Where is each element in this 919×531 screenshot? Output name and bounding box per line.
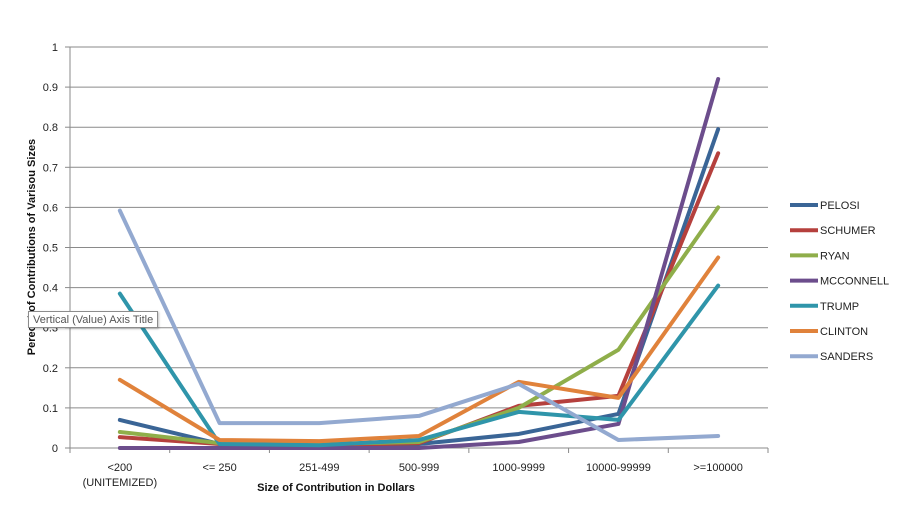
x-tick-label: >=100000: [693, 462, 743, 474]
legend-item-clinton[interactable]: CLINTON: [790, 326, 868, 338]
legend-item-pelosi[interactable]: PELOSI: [790, 200, 860, 212]
x-tick-label: 251-499: [299, 462, 339, 474]
legend-label: TRUMP: [820, 301, 859, 313]
series-line-clinton[interactable]: [117, 255, 721, 444]
legend-item-schumer[interactable]: SCHUMER: [790, 225, 876, 237]
y-tick-label: 0.4: [43, 283, 58, 295]
x-tick-label: <= 250: [202, 462, 236, 474]
series-lines: [117, 77, 721, 450]
x-tick-label: 1000-9999: [492, 462, 545, 474]
legend-label: SCHUMER: [820, 225, 876, 237]
x-tick-label: <200 (UNITEMIZED): [83, 462, 158, 489]
y-tick-label: 0: [52, 443, 58, 455]
x-axis-title[interactable]: Size of Contribution in Dollars: [257, 482, 415, 494]
y-tick-label: 0.1: [43, 403, 58, 415]
y-tick-label: 0.6: [43, 202, 58, 214]
series-line-mcconnell[interactable]: [117, 77, 721, 450]
legend-label: CLINTON: [820, 326, 868, 338]
legend-label: PELOSI: [820, 200, 860, 212]
axis-title-tooltip: Vertical (Value) Axis Title: [28, 311, 159, 328]
x-tick-label: 500-999: [399, 462, 439, 474]
y-tick-label: 0.9: [43, 82, 58, 94]
legend-item-trump[interactable]: TRUMP: [790, 301, 859, 313]
y-tick-label: 1: [52, 42, 58, 54]
y-tick-label: 0.7: [43, 162, 58, 174]
legend-label: SANDERS: [820, 351, 873, 363]
legend-label: MCCONNELL: [820, 276, 889, 288]
legend-item-ryan[interactable]: RYAN: [790, 250, 850, 262]
y-tick-label: 0.8: [43, 122, 58, 134]
legend-item-mcconnell[interactable]: MCCONNELL: [790, 276, 889, 288]
series-line-trump[interactable]: [117, 283, 721, 448]
legend[interactable]: PELOSI SCHUMER RYAN MCCONNELL TRUMP CLINTON SA…: [790, 200, 889, 363]
y-tick-label: 0.5: [43, 243, 58, 255]
legend-item-sanders[interactable]: SANDERS: [790, 351, 873, 363]
x-tick-label: 10000-99999: [586, 462, 651, 474]
y-axis-title[interactable]: Perecnt of Contributions of Varisou Size…: [26, 139, 38, 355]
legend-label: RYAN: [820, 250, 850, 262]
axes: 00.10.20.30.40.50.60.70.80.91<200 (UNITEM…: [43, 42, 769, 489]
gridlines: [70, 46, 768, 409]
y-tick-label: 0.2: [43, 363, 58, 375]
series-line-sanders[interactable]: [117, 208, 721, 442]
